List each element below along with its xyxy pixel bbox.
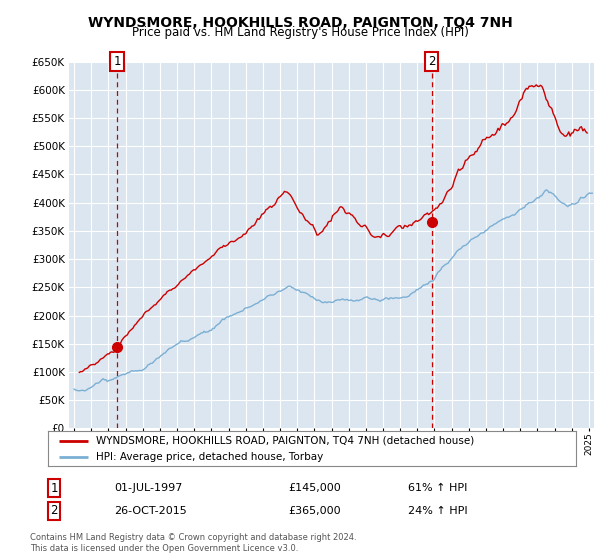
Text: 2: 2 (50, 504, 58, 517)
Text: HPI: Average price, detached house, Torbay: HPI: Average price, detached house, Torb… (95, 452, 323, 462)
Text: £365,000: £365,000 (288, 506, 341, 516)
Text: 1: 1 (50, 482, 58, 495)
Text: 2: 2 (428, 55, 435, 68)
Text: £145,000: £145,000 (288, 483, 341, 493)
Text: Price paid vs. HM Land Registry's House Price Index (HPI): Price paid vs. HM Land Registry's House … (131, 26, 469, 39)
Text: WYNDSMORE, HOOKHILLS ROAD, PAIGNTON, TQ4 7NH: WYNDSMORE, HOOKHILLS ROAD, PAIGNTON, TQ4… (88, 16, 512, 30)
Text: Contains HM Land Registry data © Crown copyright and database right 2024.
This d: Contains HM Land Registry data © Crown c… (30, 533, 356, 553)
Text: 01-JUL-1997: 01-JUL-1997 (114, 483, 182, 493)
Text: WYNDSMORE, HOOKHILLS ROAD, PAIGNTON, TQ4 7NH (detached house): WYNDSMORE, HOOKHILLS ROAD, PAIGNTON, TQ4… (95, 436, 474, 446)
Text: 1: 1 (113, 55, 121, 68)
Text: 24% ↑ HPI: 24% ↑ HPI (408, 506, 467, 516)
Text: 26-OCT-2015: 26-OCT-2015 (114, 506, 187, 516)
Text: 61% ↑ HPI: 61% ↑ HPI (408, 483, 467, 493)
